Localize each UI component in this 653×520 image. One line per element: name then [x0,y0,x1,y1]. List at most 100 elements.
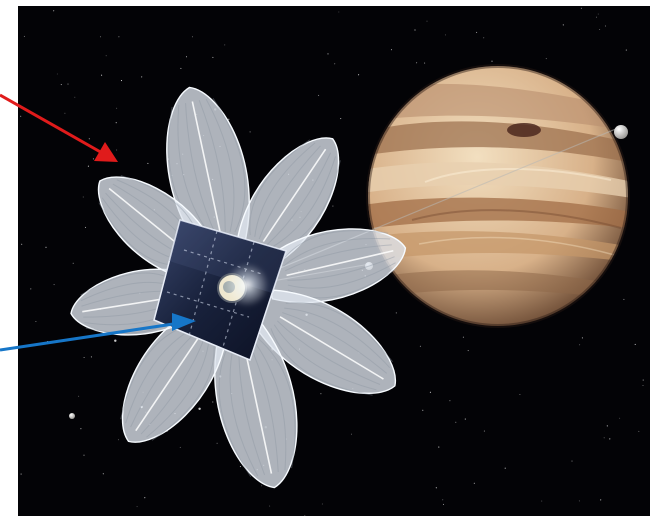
star [562,24,564,26]
star [395,312,397,314]
sail-vein [247,341,279,473]
star [118,36,120,38]
star [320,393,322,395]
star [53,284,55,286]
star [581,337,583,339]
star [64,112,66,114]
sail-vein [282,312,388,374]
star [358,74,360,76]
star [444,34,447,36]
star [67,83,69,85]
sail-vein [283,238,391,267]
panel-seams [166,230,263,348]
star [117,439,120,441]
sail-vein [238,343,266,476]
star [261,485,263,487]
sail-vein [257,337,296,469]
star [249,131,251,133]
star [442,499,444,501]
star [519,393,521,396]
star [625,49,627,51]
star [609,438,611,440]
star [83,454,85,456]
star [228,118,230,120]
star [72,262,74,264]
star [595,16,598,18]
space-image [18,6,650,516]
star [467,350,469,352]
sail-vein [284,307,391,369]
star [269,505,271,507]
star [101,74,103,76]
sail-vein [249,139,311,236]
star [92,158,94,160]
star [45,246,47,248]
star [462,336,464,338]
sail-vein [258,145,321,240]
star [88,138,90,140]
sail-vein [191,101,222,234]
star [599,28,601,31]
star [390,49,393,51]
star [198,407,201,410]
sail-vein [287,256,395,281]
sail-vein [212,98,246,233]
sail-vein [252,339,287,471]
star [120,80,123,82]
star [56,73,58,75]
sail-vein [266,152,332,245]
star [136,506,138,508]
sail-vein [177,104,212,237]
star [416,62,418,64]
sail-vein [276,320,381,385]
star [580,7,582,9]
star [80,428,82,430]
star [619,417,621,419]
star [334,63,336,65]
sail-vein [270,156,336,249]
star [191,36,194,38]
star [116,149,118,151]
star [578,500,580,502]
sail-vein [286,249,394,277]
star [623,298,625,300]
star [340,118,342,120]
star [438,446,440,448]
star [105,55,107,57]
star [442,503,445,505]
star [239,466,241,468]
star [449,400,451,402]
sail-vein [130,331,198,428]
sail-vein [273,324,377,391]
star [419,345,421,347]
sail-vein [287,262,396,289]
star [327,53,329,55]
star [414,29,416,31]
sail-vein [185,103,217,235]
star [144,497,146,499]
sail-petal [252,289,397,394]
star [212,56,214,58]
star [90,356,92,358]
star [87,165,89,167]
jupiter [366,64,630,328]
star [429,391,431,393]
star [115,122,117,124]
star [20,115,22,117]
star [185,56,188,58]
space-scene [20,7,644,516]
star [180,67,182,69]
star [332,205,334,207]
star [634,343,636,345]
star [212,401,214,403]
sail-vein [285,244,392,272]
star [83,356,85,359]
star [642,379,644,381]
star [638,430,640,432]
moon-right [614,125,628,139]
sunlight-glint [225,263,269,307]
star [422,409,424,411]
star [23,35,25,37]
sail-vein [198,100,226,233]
star [116,107,118,109]
